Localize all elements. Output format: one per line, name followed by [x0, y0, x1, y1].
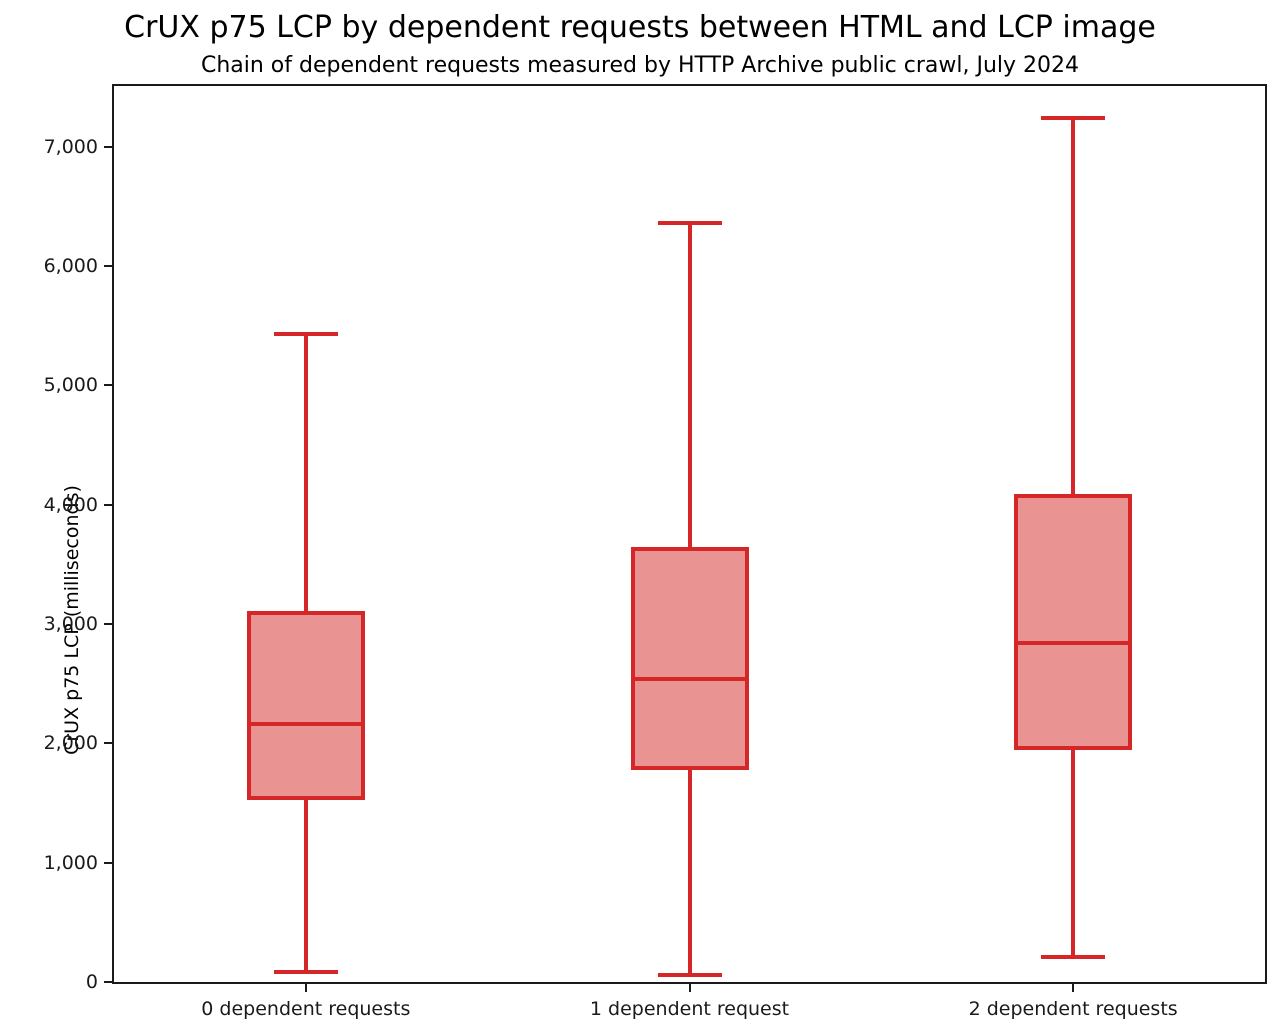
- y-tick-label: 1,000: [43, 851, 98, 874]
- whisker-cap-lower: [1041, 954, 1106, 959]
- whisker-upper: [303, 334, 308, 614]
- y-tick-mark: [104, 742, 112, 745]
- y-tick-mark: [104, 265, 112, 268]
- y-tick-label: 5,000: [43, 374, 98, 397]
- y-tick-mark: [104, 503, 112, 506]
- whisker-cap-upper: [1041, 116, 1106, 121]
- x-tick-mark: [304, 984, 307, 992]
- whisker-lower: [303, 798, 308, 973]
- chart-title: CrUX p75 LCP by dependent requests betwe…: [124, 10, 1156, 45]
- chart-subtitle: Chain of dependent requests measured by …: [200, 53, 1080, 78]
- whisker-cap-lower: [657, 972, 722, 977]
- median-line: [634, 676, 745, 681]
- y-tick-mark: [104, 861, 112, 864]
- whisker-cap-upper: [273, 332, 338, 337]
- x-tick-label: 0 dependent requests: [201, 998, 411, 1020]
- whisker-upper: [1071, 118, 1076, 497]
- iqr-box: [246, 611, 365, 801]
- y-tick-mark: [104, 384, 112, 387]
- median-line: [1018, 641, 1129, 646]
- y-tick-label: 2,000: [43, 732, 98, 755]
- y-tick-label: 4,000: [43, 493, 98, 516]
- x-tick-mark: [688, 984, 691, 992]
- y-tick-label: 7,000: [43, 135, 98, 158]
- y-tick-mark: [104, 981, 112, 983]
- whisker-lower: [1071, 748, 1076, 957]
- y-tick-label: 0: [85, 971, 98, 993]
- whisker-cap-lower: [273, 970, 338, 975]
- y-tick-label: 3,000: [43, 613, 98, 636]
- y-tick-mark: [104, 623, 112, 626]
- median-line: [250, 722, 361, 727]
- y-tick-label: 6,000: [43, 255, 98, 278]
- iqr-box: [1014, 494, 1133, 751]
- plot-area: CrUX p75 LCP (milliseconds) 0 1,000 2,000 3…: [44, 84, 1267, 1020]
- whisker-upper: [687, 223, 692, 549]
- x-tick-label: 1 dependent request: [589, 998, 790, 1020]
- whisker-cap-upper: [657, 221, 722, 226]
- x-tick-label: 2 dependent requests: [968, 998, 1178, 1020]
- iqr-box: [630, 546, 749, 771]
- y-tick-mark: [104, 145, 112, 148]
- whisker-lower: [687, 768, 692, 975]
- x-tick-mark: [1072, 984, 1075, 992]
